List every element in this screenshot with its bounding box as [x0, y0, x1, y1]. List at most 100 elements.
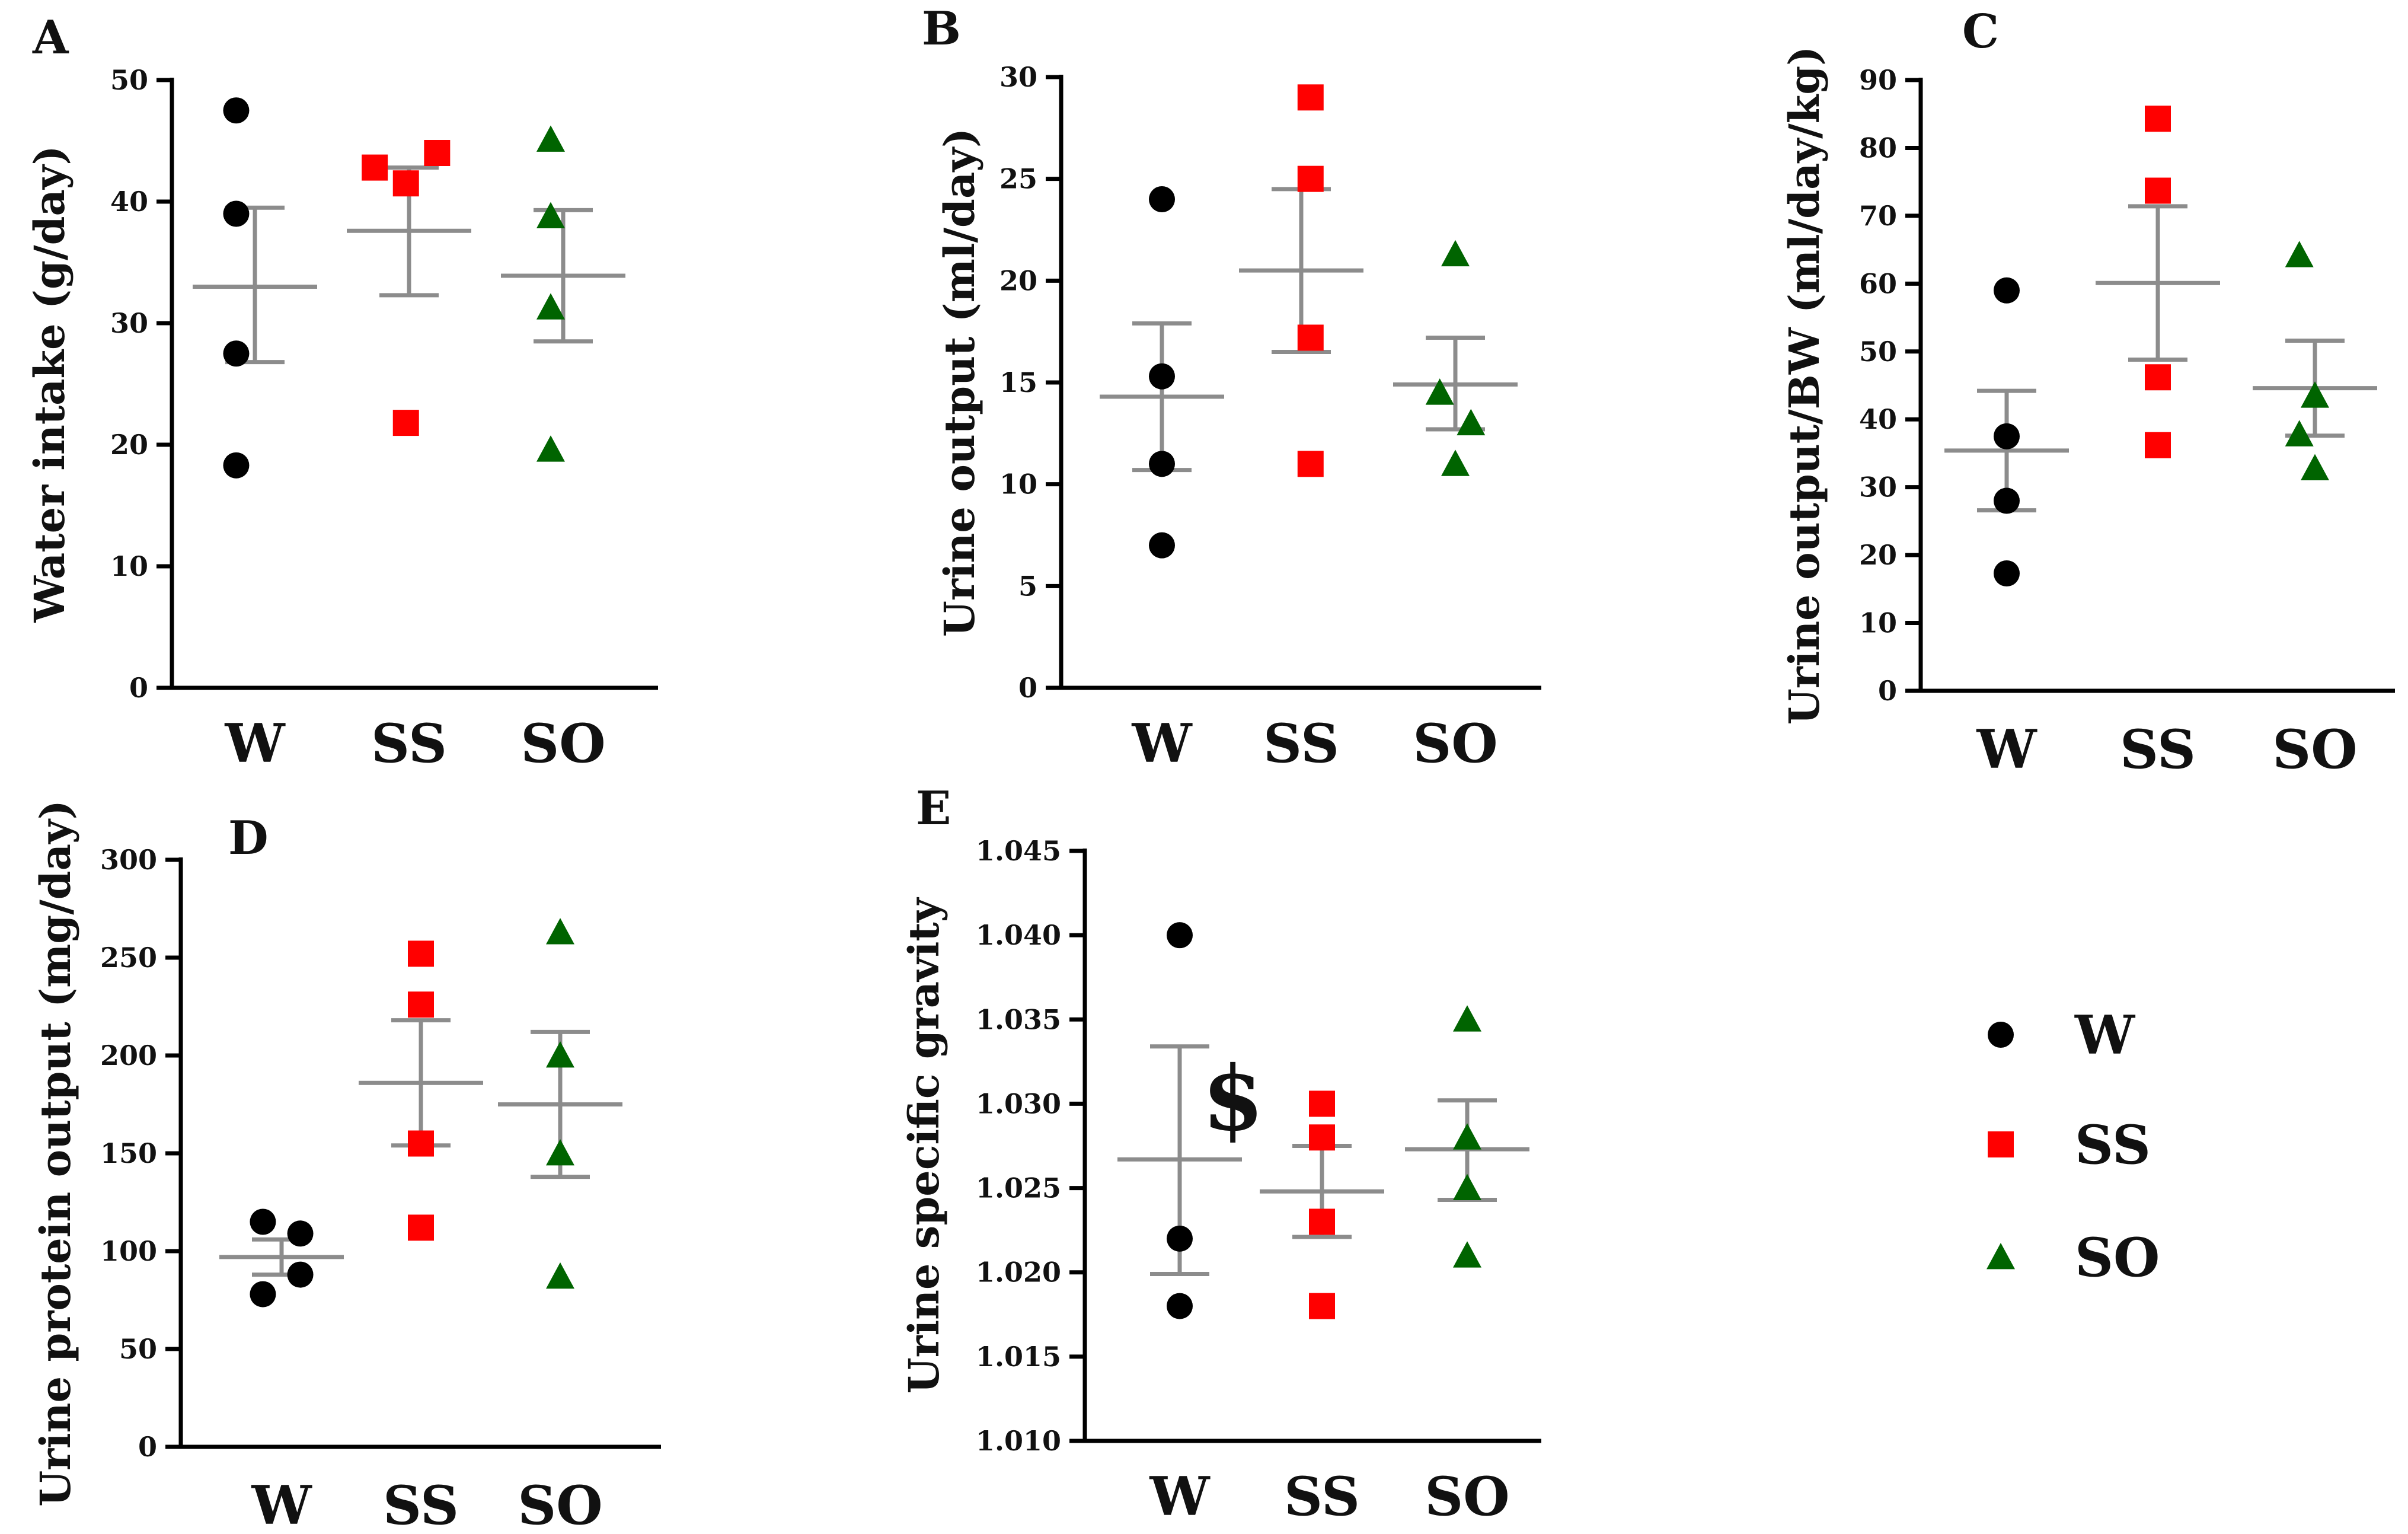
data-point-w: [1149, 532, 1175, 559]
y-tick-label: 30: [999, 61, 1037, 93]
data-point-so: [2301, 454, 2329, 481]
y-axis-title: Water intake (g/day): [25, 145, 74, 623]
panel-letter: B: [922, 2, 961, 56]
y-tick-label: 20: [1859, 539, 1897, 571]
y-tick-label: 250: [100, 942, 157, 974]
y-tick-label: 150: [100, 1137, 157, 1169]
legend: W SS SO: [1987, 1004, 2160, 1289]
data-point-ss: [1309, 1293, 1335, 1319]
data-point-so: [1453, 1123, 1481, 1150]
y-tick-label: 90: [1859, 64, 1897, 96]
y-tick-label: 10: [1859, 607, 1897, 639]
series-so: [1393, 240, 1518, 476]
data-point-so: [546, 918, 574, 945]
x-category-label: W: [1149, 1465, 1211, 1528]
data-point-w: [1994, 560, 2020, 587]
data-point-so: [1441, 240, 1470, 267]
data-point-ss: [2145, 432, 2171, 458]
y-tick-label: 0: [1018, 672, 1037, 704]
y-tick-label: 1.025: [976, 1172, 1061, 1204]
data-point-ss: [1309, 1208, 1335, 1235]
data-point-ss: [1297, 84, 1324, 111]
y-axis-title: Urine specific gravity: [899, 897, 948, 1393]
chart-panel-c: C 0 10 20 30 40 50 60 70 80 90 Urine output/BW (ml/…: [1780, 5, 2395, 781]
y-tick-label: 50: [1859, 336, 1897, 368]
y-tick-label: 0: [1878, 675, 1897, 707]
data-point-so: [1453, 1005, 1481, 1032]
data-point-w: [1994, 487, 2020, 514]
y-tick-label: 100: [100, 1235, 157, 1267]
y-axis-title: Urine output/BW (ml/day/kg): [1780, 46, 1829, 725]
series-ss: [359, 940, 483, 1241]
data-point-ss: [362, 154, 388, 181]
series-ss: [347, 140, 471, 436]
panel-letter: D: [228, 811, 269, 865]
panel-letter: C: [1962, 5, 1999, 59]
legend-marker-w: [1988, 1022, 2014, 1048]
series-ss: [1239, 84, 1363, 477]
series-so: [501, 125, 625, 462]
data-point-ss: [1297, 324, 1324, 351]
data-point-w: [1167, 1293, 1193, 1319]
data-point-w: [1149, 363, 1175, 390]
data-point-ss: [1297, 451, 1324, 477]
chart-panel-e: E 1.010 1.015 1.020 1.025 1.030 1.035 1.040 1.04…: [899, 782, 1541, 1528]
y-tick-label: 40: [1859, 403, 1897, 435]
x-category-label: W: [1976, 718, 2037, 781]
data-point-w: [250, 1281, 276, 1307]
data-point-so: [536, 125, 565, 152]
x-category-label: SO: [1425, 1465, 1509, 1528]
y-tick-label: 20: [110, 429, 148, 461]
data-point-w: [287, 1220, 314, 1247]
data-point-so: [2285, 241, 2314, 267]
data-point-ss: [408, 940, 434, 967]
data-point-w: [1167, 922, 1193, 949]
chart-panel-b: B 0 5 10 15 20 25 30 Urine output (ml/day) W SS SO: [922, 2, 1541, 775]
y-tick-label: 1.040: [976, 919, 1061, 951]
data-point-so: [546, 1139, 574, 1166]
x-category-label: SO: [1413, 712, 1497, 775]
x-category-label: SO: [518, 1474, 602, 1534]
series-ss: [2096, 106, 2220, 458]
y-axis-title: Urine output (ml/day): [935, 128, 984, 637]
y-tick-label: 0: [138, 1431, 157, 1463]
data-point-ss: [2145, 106, 2171, 132]
data-point-ss: [1309, 1124, 1335, 1151]
series-so: [1405, 1005, 1529, 1268]
data-point-w: [223, 452, 250, 479]
data-point-so: [2301, 381, 2329, 408]
data-point-ss: [408, 1130, 434, 1157]
y-tick-label: 5: [1018, 570, 1037, 602]
data-point-w: [1149, 451, 1175, 477]
x-category-label: SO: [520, 712, 605, 775]
x-category-label: W: [224, 712, 286, 775]
x-category-label: SS: [2120, 718, 2196, 781]
data-point-w: [1994, 423, 2020, 449]
series-so: [498, 918, 622, 1289]
data-point-ss: [424, 140, 451, 166]
data-point-so: [536, 202, 565, 228]
y-tick-label: 0: [129, 672, 148, 704]
data-point-w: [287, 1261, 314, 1288]
y-tick-label: 1.035: [976, 1003, 1061, 1035]
y-tick-label: 50: [110, 64, 148, 96]
data-point-ss: [408, 1214, 434, 1241]
series-w: [1100, 186, 1224, 559]
y-tick-label: 10: [999, 468, 1037, 500]
data-point-so: [1453, 1173, 1481, 1200]
y-tick-label: 60: [1859, 267, 1897, 299]
x-category-label: SS: [1263, 712, 1339, 775]
data-point-ss: [1297, 165, 1324, 192]
panel-letter: E: [916, 782, 951, 835]
data-point-w: [223, 340, 250, 367]
legend-label: SS: [2075, 1114, 2151, 1176]
data-point-ss: [392, 170, 419, 197]
legend-label: SO: [2075, 1226, 2160, 1289]
data-point-so: [1425, 378, 1454, 405]
panel-letter: A: [32, 11, 69, 65]
y-tick-label: 1.010: [976, 1425, 1061, 1457]
y-tick-label: 30: [110, 307, 148, 339]
y-tick-label: 30: [1859, 471, 1897, 503]
y-tick-label: 10: [110, 550, 148, 582]
